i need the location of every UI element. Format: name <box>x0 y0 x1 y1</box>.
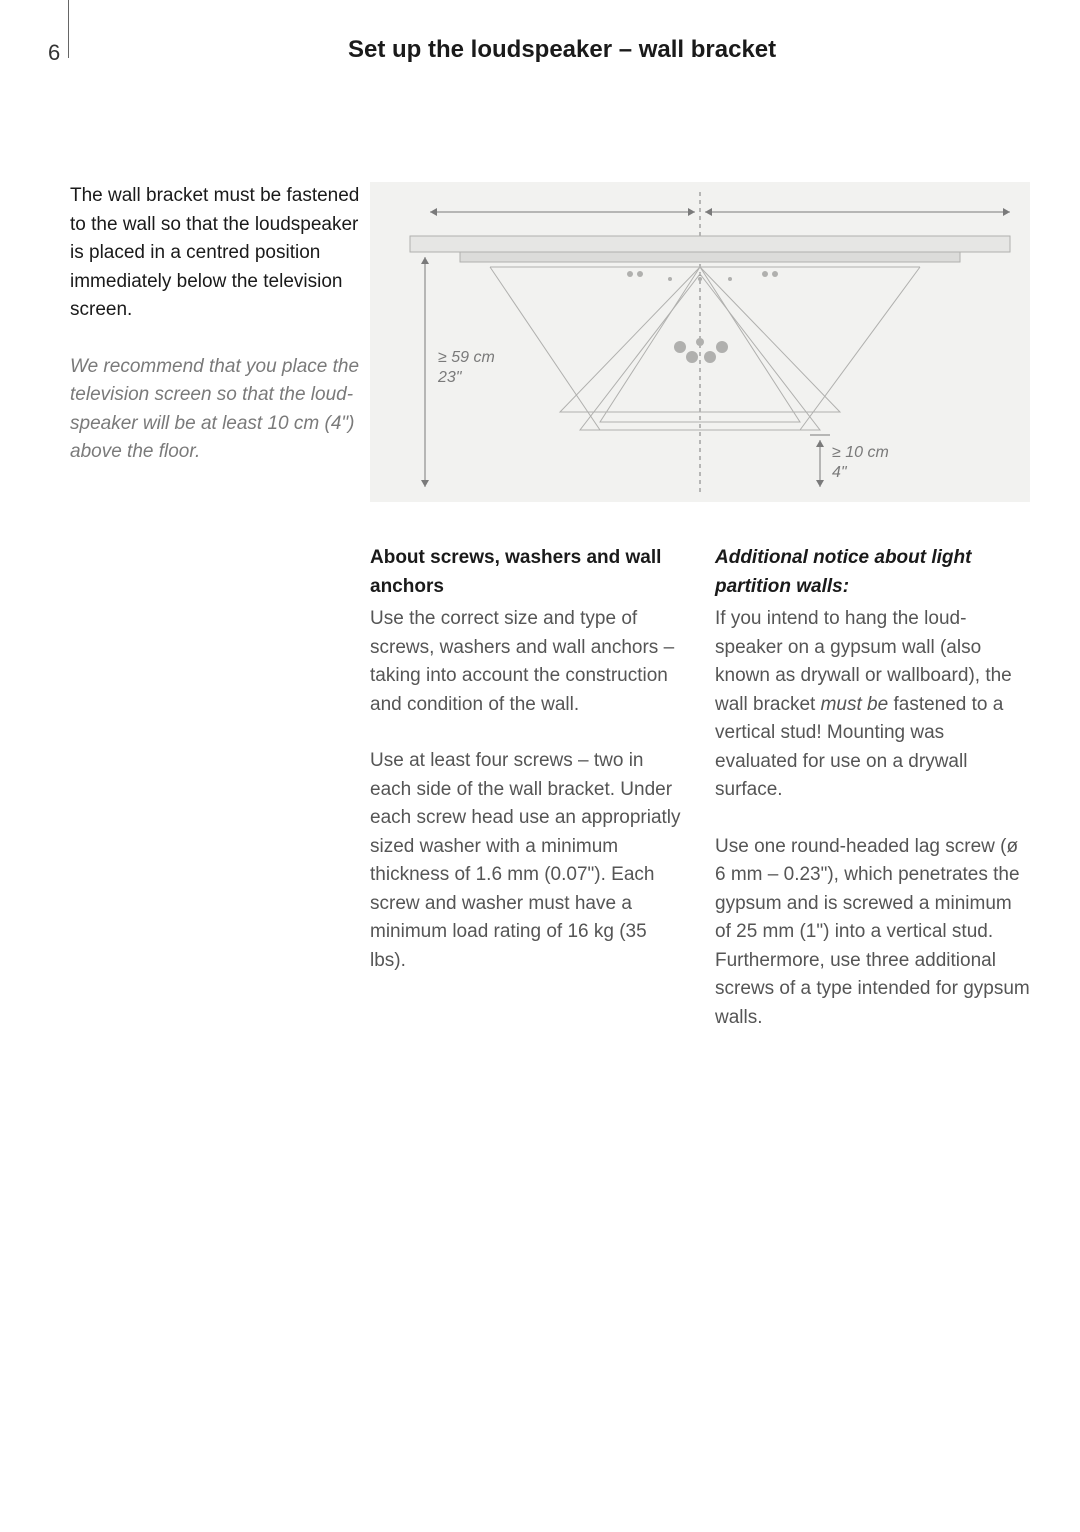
p1-ital: must be <box>821 694 889 715</box>
left-column: The wall bracket must be fastened to the… <box>70 182 360 467</box>
page-number: 6 <box>48 40 60 66</box>
dim-clear-1: ≥ 10 cm <box>832 444 889 461</box>
column-screws: About screws, washers and wall anchors U… <box>370 544 685 1060</box>
column-partition: Additional notice about light partition … <box>715 544 1030 1060</box>
intro-text: The wall bracket must be fastened to the… <box>70 182 360 325</box>
p-screws-1: Use the correct size and type of screws,… <box>370 605 685 719</box>
content-columns: About screws, washers and wall anchors U… <box>370 544 1030 1060</box>
dim-clear-2: 4" <box>832 464 848 481</box>
page-title: Set up the loudspeaker – wall bracket <box>348 36 776 64</box>
heading-partition: Additional notice about light partition … <box>715 544 1030 601</box>
wall-bracket-diagram: ≥ 59 cm 23" ≥ 10 cm 4" <box>370 182 1030 502</box>
p-partition-1: If you intend to hang the loud-speaker o… <box>715 605 1030 805</box>
heading-screws: About screws, washers and wall anchors <box>370 544 685 601</box>
p-screws-2: Use at least four screws – two in each s… <box>370 747 685 975</box>
dim-height-1: ≥ 59 cm <box>438 349 495 366</box>
page-number-rule <box>68 0 69 58</box>
recommendation-note: We recommend that you place the televisi… <box>70 353 360 467</box>
dim-height-2: 23" <box>437 369 463 386</box>
p-partition-2: Use one round-headed lag screw (ø 6 mm –… <box>715 833 1030 1033</box>
